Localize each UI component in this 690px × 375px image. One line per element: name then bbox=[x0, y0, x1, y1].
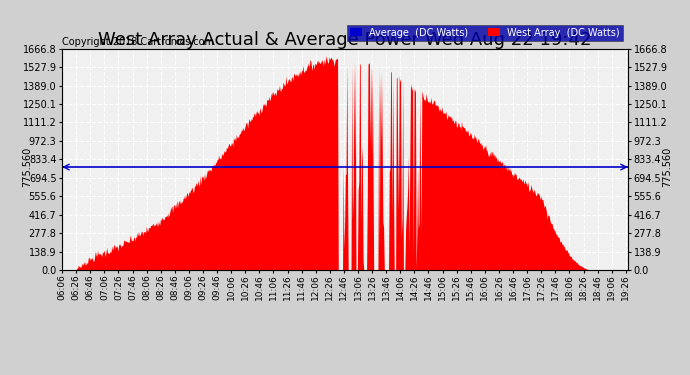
Text: 775.560: 775.560 bbox=[662, 147, 673, 187]
Text: 775.560: 775.560 bbox=[22, 147, 32, 187]
Legend: Average  (DC Watts), West Array  (DC Watts): Average (DC Watts), West Array (DC Watts… bbox=[347, 25, 623, 40]
Text: Copyright 2018 Cartronics.com: Copyright 2018 Cartronics.com bbox=[62, 36, 214, 46]
Title: West Array Actual & Average Power Wed Aug 22 19:42: West Array Actual & Average Power Wed Au… bbox=[98, 31, 592, 49]
